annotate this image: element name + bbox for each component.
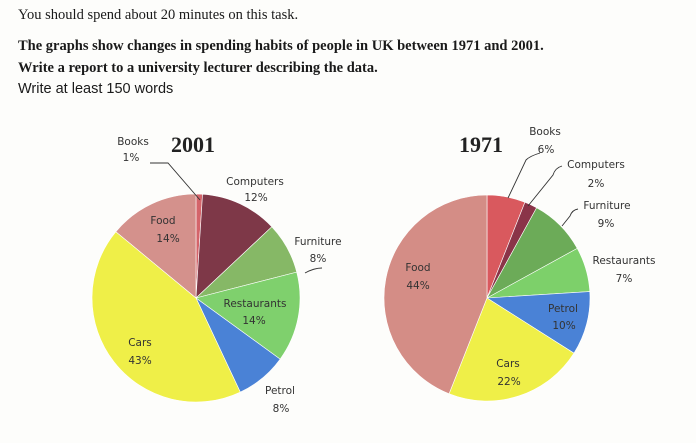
pie-slice-food-1971 [383,194,488,395]
chart-title-1971: 1971 [459,132,503,157]
slice-value-furniture-1971: 9% [598,218,615,230]
slice-value-books-1971: 6% [538,144,555,156]
slice-label-petrol-2001: Petrol [265,385,295,397]
slice-value-restaurants-2001: 14% [242,315,265,327]
pie-chart-2001: 2001 Books 1% Computers 12% Furniture 8% Resta… [91,132,342,415]
slice-label-food-1971: Food [405,262,430,274]
pie-chart-1971: 1971 Books 6% Computers 2% Furniture 9% Restau… [383,126,656,402]
slice-label-computers-2001: Computers [226,176,284,188]
slice-label-computers-1971: Computers [567,159,625,171]
slice-label-restaurants-1971: Restaurants [593,255,656,267]
slice-value-petrol-1971: 10% [552,320,575,332]
leader-line-computers-1971 [527,165,563,207]
slice-value-furniture-2001: 8% [310,253,327,265]
slice-label-furniture-1971: Furniture [583,200,630,212]
task-time-note: You should spend about 20 minutes on thi… [18,7,299,23]
slice-value-food-1971: 44% [406,280,429,292]
slice-value-petrol-2001: 8% [273,403,290,415]
leader-line-furniture-2001 [304,267,323,274]
slice-value-computers-1971: 2% [588,178,605,190]
leader-line-books-2001 [150,162,201,201]
slice-value-cars-2001: 43% [128,355,151,367]
slice-label-petrol-1971: Petrol [548,303,578,315]
slice-value-restaurants-1971: 7% [616,273,633,285]
slice-value-computers-2001: 12% [244,192,267,204]
pie-slice-food-2001 [115,193,197,299]
slice-label-cars-2001: Cars [128,337,152,349]
pie-slice-cars-1971 [448,297,575,402]
slice-value-cars-1971: 22% [497,376,520,388]
pie-slice-computers-2001 [195,193,273,299]
slice-label-furniture-2001: Furniture [294,236,341,248]
slice-value-food-2001: 14% [156,233,179,245]
slice-label-books-2001: Books [117,136,149,148]
slice-label-food-2001: Food [150,215,175,227]
slice-label-books-1971: Books [529,126,561,138]
leader-line-furniture-1971 [561,208,579,227]
pie-slice-restaurants-2001 [195,271,301,360]
task-instruction: Write a report to a university lecturer … [18,60,378,76]
slice-label-cars-1971: Cars [496,358,520,370]
slice-label-restaurants-2001: Restaurants [224,298,287,310]
chart-title-2001: 2001 [171,132,215,157]
pie-slice-cars-2001 [91,231,241,403]
leader-line-books-1971 [507,152,541,199]
slice-value-books-2001: 1% [123,152,140,164]
word-count-note: Write at least 150 words [18,81,174,97]
task-description: The graphs show changes in spending habi… [18,38,544,54]
